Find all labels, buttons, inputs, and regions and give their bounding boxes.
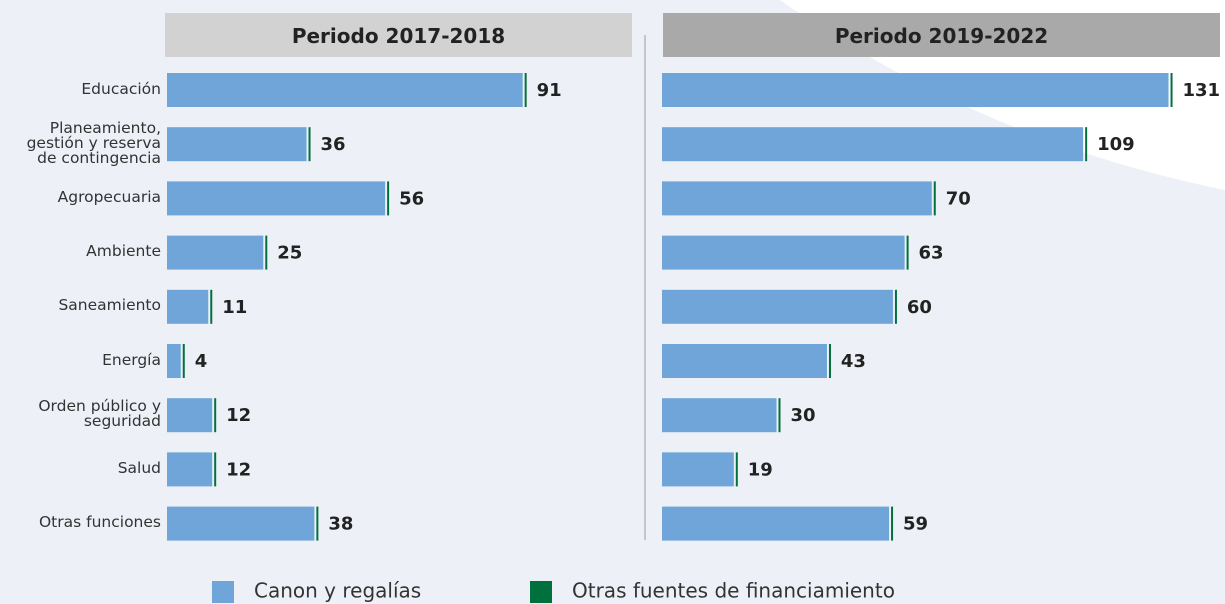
value-label: 131 (1182, 80, 1220, 101)
bar-otras (828, 344, 831, 378)
category-label: Planeamiento, gestión y reserva de conti… (26, 118, 161, 167)
bar-otras (778, 398, 781, 433)
category-label: Otras funciones (38, 513, 161, 532)
bar-otras (524, 73, 527, 107)
bar-otras (933, 181, 936, 216)
bar-otras (894, 289, 897, 324)
category-label: Saneamiento (58, 296, 161, 315)
bar-otras (1170, 73, 1173, 107)
bar-otras (316, 506, 319, 541)
bar-otras (182, 344, 185, 378)
bar-canon (167, 506, 315, 541)
bar-canon (167, 73, 523, 107)
bar-otras (1085, 127, 1088, 162)
bar-canon (662, 506, 890, 541)
category-label: Ambiente (86, 242, 161, 261)
bar-otras (210, 289, 213, 324)
bar-otras (387, 181, 390, 216)
value-label: 38 (328, 514, 353, 535)
panel-header (165, 13, 632, 57)
bar-canon (662, 398, 777, 433)
value-label: 30 (790, 405, 815, 426)
bar-otras (735, 452, 738, 487)
bar-canon (167, 127, 307, 162)
legend-swatch (530, 581, 552, 603)
value-label: 11 (222, 297, 247, 318)
bar-canon (662, 289, 893, 324)
category-label: Orden público y seguridad (38, 397, 161, 431)
legend-label: Otras fuentes de financiamiento (572, 579, 895, 603)
value-label: 63 (919, 243, 944, 264)
bar-canon (662, 344, 827, 378)
value-label: 59 (903, 514, 928, 535)
value-label: 56 (399, 188, 424, 209)
category-label: Educación (81, 79, 161, 98)
bar-canon (167, 289, 209, 324)
bar-canon (662, 127, 1084, 162)
value-label: 36 (320, 134, 345, 155)
bar-otras (891, 506, 894, 541)
category-label: Salud (117, 458, 161, 477)
legend-label: Canon y regalías (254, 579, 421, 603)
bar-canon (167, 181, 386, 216)
panel-title: Periodo 2019-2022 (835, 24, 1048, 48)
value-label: 4 (195, 351, 208, 372)
bar-canon (167, 452, 213, 487)
bar-canon (167, 398, 213, 433)
value-label: 43 (841, 351, 866, 372)
bar-canon (662, 452, 734, 487)
bar-otras (214, 398, 217, 433)
bar-otras (214, 452, 217, 487)
bar-canon (167, 344, 181, 378)
value-label: 109 (1097, 134, 1135, 155)
value-label: 60 (907, 297, 932, 318)
value-label: 91 (537, 80, 562, 101)
panel-title: Periodo 2017-2018 (292, 24, 505, 48)
value-label: 12 (226, 405, 251, 426)
value-label: 70 (946, 188, 971, 209)
bar-otras (308, 127, 311, 162)
bar-otras (265, 235, 268, 270)
value-label: 12 (226, 459, 251, 480)
bar-canon (662, 235, 905, 270)
value-label: 19 (748, 459, 773, 480)
category-label: Energía (102, 350, 161, 369)
bar-canon (662, 73, 1169, 107)
bar-canon (167, 235, 264, 270)
bar-otras (906, 235, 909, 270)
legend-swatch (212, 581, 234, 603)
panel-header (663, 13, 1220, 57)
value-label: 25 (277, 243, 302, 264)
bar-canon (662, 181, 932, 216)
category-label: Agropecuaria (57, 187, 161, 206)
